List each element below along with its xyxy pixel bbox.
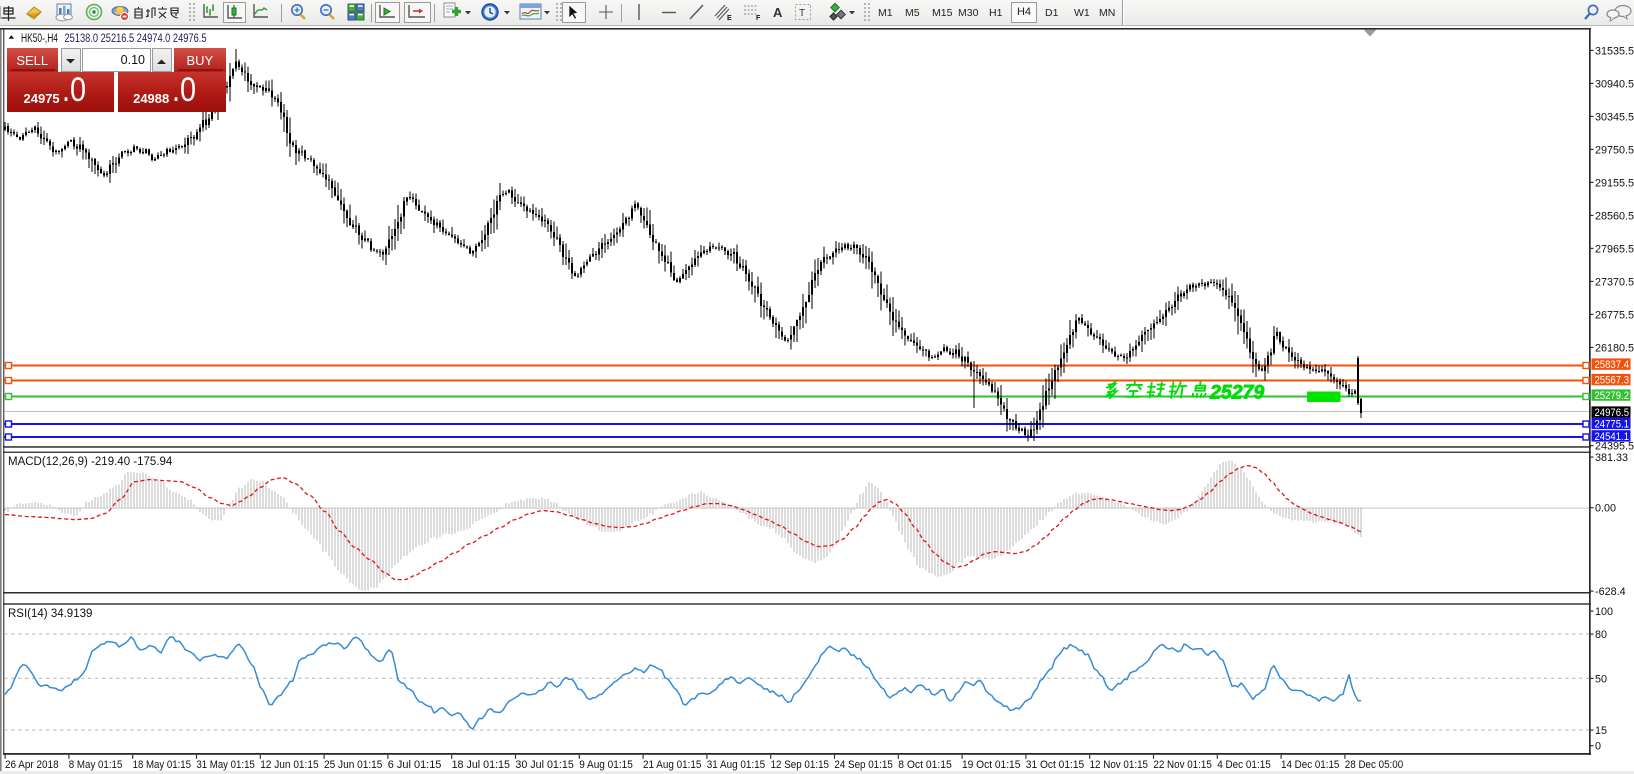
svg-text:MACD(12,26,9) -219.40 -175.94: MACD(12,26,9) -219.40 -175.94 [8,456,173,468]
svg-text:26180.5: 26180.5 [1595,342,1634,354]
svg-text:25279.2: 25279.2 [1595,390,1630,402]
svg-text:30345.5: 30345.5 [1595,111,1634,123]
svg-text:-628.4: -628.4 [1595,586,1626,598]
svg-text:24395.5: 24395.5 [1595,441,1634,453]
svg-text:9 Aug 01:15: 9 Aug 01:15 [579,759,633,771]
svg-text:18 May 01:15: 18 May 01:15 [133,759,191,771]
svg-text:RSI(14) 34.9139: RSI(14) 34.9139 [8,608,92,620]
svg-text:30940.5: 30940.5 [1595,78,1634,90]
svg-text:27370.5: 27370.5 [1595,276,1634,288]
svg-text:30 Jul 01:15: 30 Jul 01:15 [515,759,573,771]
svg-text:25837.4: 25837.4 [1595,359,1630,371]
svg-text:25567.3: 25567.3 [1595,375,1630,387]
svg-text:31 Aug 01:15: 31 Aug 01:15 [707,759,765,771]
svg-text:F: F [756,15,761,22]
svg-text:31 Oct 01:15: 31 Oct 01:15 [1026,759,1084,771]
svg-text:14 Dec 01:15: 14 Dec 01:15 [1281,759,1339,771]
svg-text:0.00: 0.00 [1595,503,1616,515]
svg-text:29750.5: 29750.5 [1595,144,1634,156]
svg-text:6 Jul 01:15: 6 Jul 01:15 [388,759,442,771]
svg-text:HK50-,H4: HK50-,H4 [21,33,58,45]
svg-text:24775.1: 24775.1 [1595,418,1630,430]
svg-text:26775.5: 26775.5 [1595,309,1634,321]
svg-text:4 Dec 01:15: 4 Dec 01:15 [1217,759,1271,771]
svg-text:31 May 01:15: 31 May 01:15 [196,759,254,771]
svg-text:381.33: 381.33 [1595,452,1628,464]
svg-text:29155.5: 29155.5 [1595,177,1634,189]
svg-text:28 Dec 05:00: 28 Dec 05:00 [1345,759,1403,771]
svg-text:21 Aug 01:15: 21 Aug 01:15 [643,759,701,771]
svg-text:50: 50 [1595,673,1607,685]
svg-text:24 Sep 01:15: 24 Sep 01:15 [834,759,892,771]
svg-text:E: E [727,15,732,22]
svg-text:12 Nov 01:15: 12 Nov 01:15 [1090,759,1148,771]
svg-text:24541.1: 24541.1 [1595,431,1630,443]
svg-text:100: 100 [1595,606,1613,618]
svg-text:19 Oct 01:15: 19 Oct 01:15 [962,759,1020,771]
svg-text:18 Jul 01:15: 18 Jul 01:15 [452,759,510,771]
svg-text:24976.5: 24976.5 [1595,407,1630,419]
svg-text:25138.0 25216.5 24974.0 24976.: 25138.0 25216.5 24974.0 24976.5 [65,33,207,45]
svg-text:80: 80 [1595,629,1607,641]
svg-text:31535.5: 31535.5 [1595,45,1634,57]
svg-text:0: 0 [1595,741,1601,753]
svg-text:T: T [799,8,805,19]
svg-text:8 Oct 01:15: 8 Oct 01:15 [898,759,952,771]
svg-text:25279: 25279 [1209,382,1264,404]
svg-text:15: 15 [1595,725,1607,737]
svg-text:12 Sep 01:15: 12 Sep 01:15 [771,759,829,771]
svg-text:25 Jun 01:15: 25 Jun 01:15 [324,759,382,771]
svg-text:27965.5: 27965.5 [1595,243,1634,255]
svg-text:8 May 01:15: 8 May 01:15 [69,759,123,771]
svg-text:26 Apr 2018: 26 Apr 2018 [5,759,59,771]
svg-text:12 Jun 01:15: 12 Jun 01:15 [260,759,318,771]
svg-text:22 Nov 01:15: 22 Nov 01:15 [1153,759,1211,771]
svg-text:28560.5: 28560.5 [1595,210,1634,222]
